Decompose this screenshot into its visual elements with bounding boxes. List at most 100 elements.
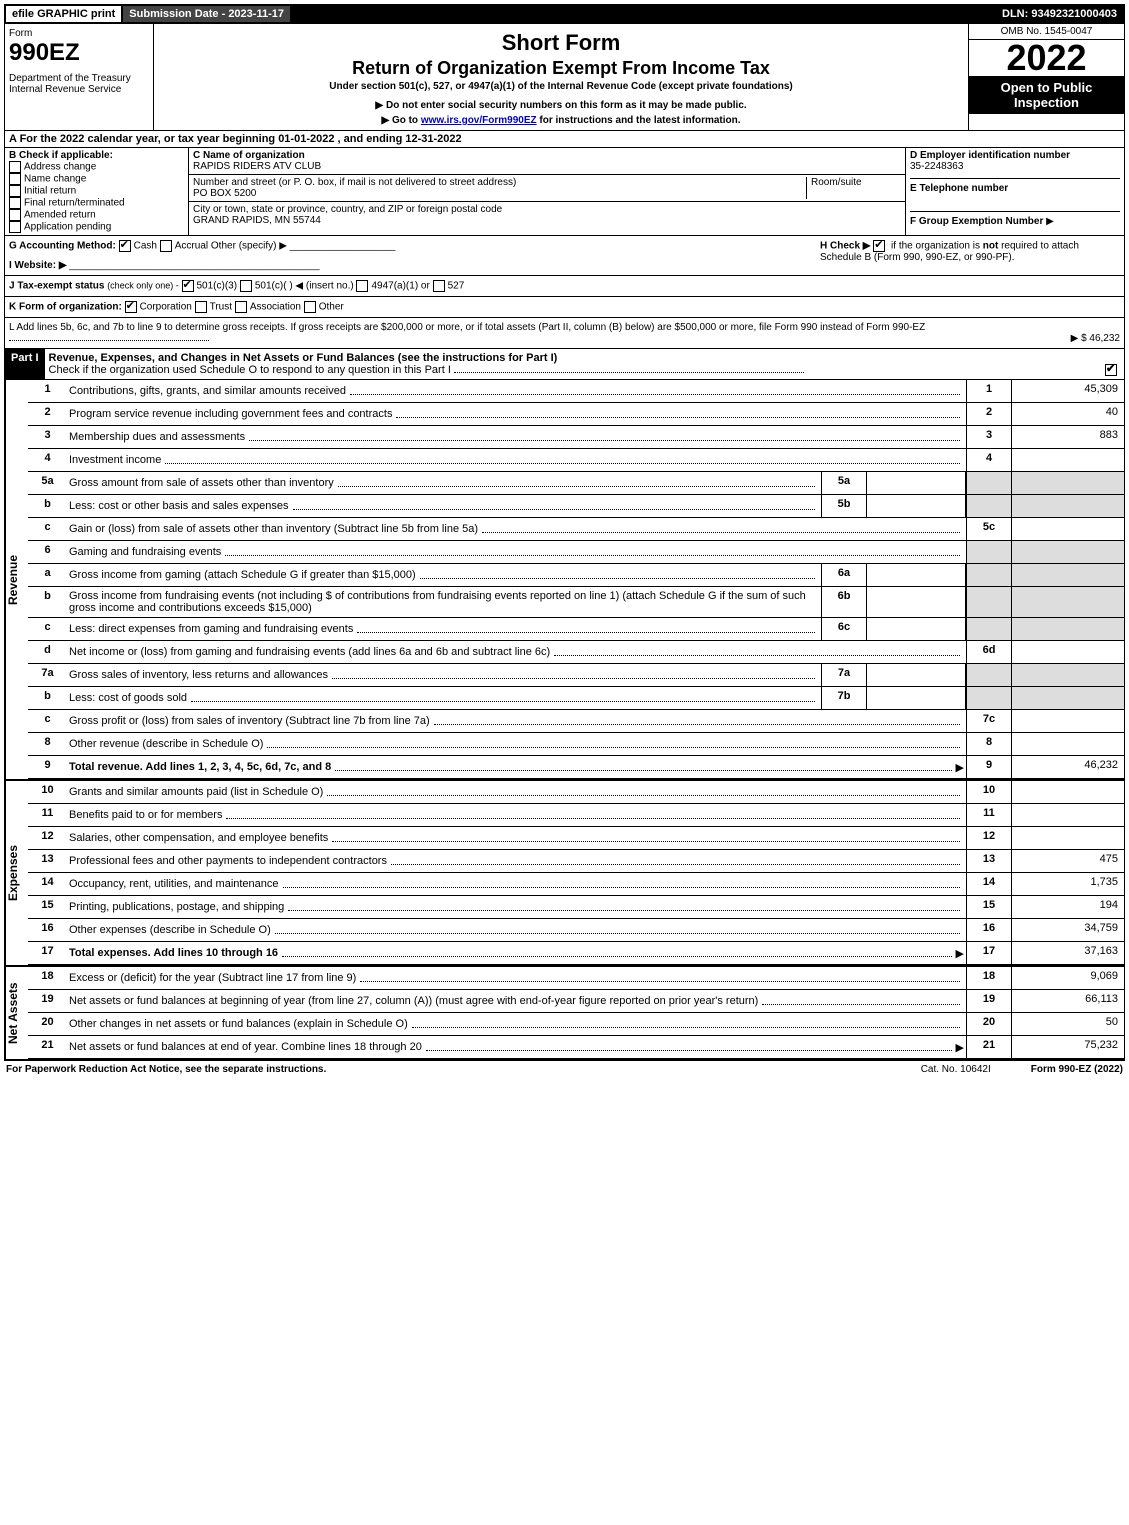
- mid-value: [867, 587, 966, 617]
- right-line-number: 11: [966, 804, 1011, 826]
- revenue-section: Revenue 1Contributions, gifts, grants, a…: [4, 380, 1125, 779]
- tax-year: 2022: [969, 40, 1124, 76]
- line-number: 3: [28, 426, 67, 448]
- right-line-number: 14: [966, 873, 1011, 895]
- mid-value: [867, 687, 966, 709]
- right-line-number: 8: [966, 733, 1011, 755]
- mid-value: [867, 618, 966, 640]
- line-description: Net assets or fund balances at beginning…: [67, 990, 966, 1012]
- right-line-number: 2: [966, 403, 1011, 425]
- line-description: Salaries, other compensation, and employ…: [67, 827, 966, 849]
- right-val-shade: [1011, 495, 1124, 517]
- short-form-title: Short Form: [158, 30, 964, 56]
- line-description: Other revenue (describe in Schedule O): [67, 733, 966, 755]
- form-header: Form 990EZ Department of the Treasury In…: [4, 24, 1125, 131]
- line-number: 1: [28, 380, 67, 402]
- right-line-number: 17: [966, 942, 1011, 964]
- cash-checkbox[interactable]: [119, 240, 131, 252]
- trust-checkbox[interactable]: [195, 301, 207, 313]
- row-l-gross-receipts: L Add lines 5b, 6c, and 7b to line 9 to …: [4, 318, 1125, 349]
- line-description: Printing, publications, postage, and shi…: [67, 896, 966, 918]
- form-title-block: Short Form Return of Organization Exempt…: [154, 24, 968, 130]
- line-value: [1011, 449, 1124, 471]
- name-change-checkbox[interactable]: [9, 173, 21, 185]
- right-line-number: 10: [966, 781, 1011, 803]
- form-line-15: 15Printing, publications, postage, and s…: [28, 896, 1124, 919]
- line-value: 45,309: [1011, 380, 1124, 402]
- right-line-number: 13: [966, 850, 1011, 872]
- line-number: 12: [28, 827, 67, 849]
- form-line-10: 10Grants and similar amounts paid (list …: [28, 781, 1124, 804]
- irs-link[interactable]: www.irs.gov/Form990EZ: [421, 115, 537, 126]
- form-line-12: 12Salaries, other compensation, and empl…: [28, 827, 1124, 850]
- line-number: 16: [28, 919, 67, 941]
- initial-return-checkbox[interactable]: [9, 185, 21, 197]
- form-line-17: 17Total expenses. Add lines 10 through 1…: [28, 942, 1124, 965]
- accrual-checkbox[interactable]: [160, 240, 172, 252]
- ssn-warning: Do not enter social security numbers on …: [158, 100, 964, 111]
- form-id-block: Form 990EZ Department of the Treasury In…: [5, 24, 154, 130]
- line-number: c: [28, 518, 67, 540]
- right-num-shade: [966, 664, 1011, 686]
- 501c-checkbox[interactable]: [240, 280, 252, 292]
- line-description: Gross profit or (loss) from sales of inv…: [67, 710, 966, 732]
- line-number: 10: [28, 781, 67, 803]
- other-org-checkbox[interactable]: [304, 301, 316, 313]
- line-value: 66,113: [1011, 990, 1124, 1012]
- form-line-b: bLess: cost or other basis and sales exp…: [28, 495, 1124, 518]
- form-line-d: dNet income or (loss) from gaming and fu…: [28, 641, 1124, 664]
- form-line-21: 21Net assets or fund balances at end of …: [28, 1036, 1124, 1059]
- 527-checkbox[interactable]: [433, 280, 445, 292]
- form-line-3: 3Membership dues and assessments3883: [28, 426, 1124, 449]
- form-label: Form: [9, 28, 149, 39]
- 501c3-checkbox[interactable]: [182, 280, 194, 292]
- paperwork-notice: For Paperwork Reduction Act Notice, see …: [6, 1064, 881, 1075]
- form-line-1: 1Contributions, gifts, grants, and simil…: [28, 380, 1124, 403]
- line-description: Gross amount from sale of assets other t…: [67, 472, 821, 494]
- line-description: Gross sales of inventory, less returns a…: [67, 664, 821, 686]
- expenses-section: Expenses 10Grants and similar amounts pa…: [4, 779, 1125, 965]
- right-line-number: 18: [966, 967, 1011, 989]
- line-value: 37,163: [1011, 942, 1124, 964]
- form-line-16: 16Other expenses (describe in Schedule O…: [28, 919, 1124, 942]
- line-number: c: [28, 618, 67, 640]
- form-line-b: bGross income from fundraising events (n…: [28, 587, 1124, 618]
- line-description: Investment income: [67, 449, 966, 471]
- section-c-name-address: C Name of organization RAPIDS RIDERS ATV…: [189, 148, 906, 235]
- schedule-b-checkbox[interactable]: [873, 240, 885, 252]
- mid-value: [867, 472, 966, 494]
- right-val-shade: [1011, 564, 1124, 586]
- form-line-c: cGross profit or (loss) from sales of in…: [28, 710, 1124, 733]
- line-description: Other expenses (describe in Schedule O): [67, 919, 966, 941]
- form-line-4: 4Investment income4: [28, 449, 1124, 472]
- 4947-checkbox[interactable]: [356, 280, 368, 292]
- line-description: Excess or (deficit) for the year (Subtra…: [67, 967, 966, 989]
- form-line-7a: 7aGross sales of inventory, less returns…: [28, 664, 1124, 687]
- amended-return-checkbox[interactable]: [9, 209, 21, 221]
- mid-line-number: 6b: [821, 587, 867, 617]
- inspection-badge: Open to Public Inspection: [969, 76, 1124, 114]
- final-return-checkbox[interactable]: [9, 197, 21, 209]
- line-number: 11: [28, 804, 67, 826]
- address-change-checkbox[interactable]: [9, 161, 21, 173]
- efile-print-label[interactable]: efile GRAPHIC print: [6, 6, 123, 22]
- section-b-checkboxes: B Check if applicable: Address change Na…: [5, 148, 189, 235]
- instructions-link-row: ▶ Go to www.irs.gov/Form990EZ for instru…: [158, 115, 964, 126]
- part1-title: Revenue, Expenses, and Changes in Net As…: [45, 349, 1124, 379]
- right-line-number: 9: [966, 756, 1011, 778]
- corporation-checkbox[interactable]: [125, 301, 137, 313]
- line-description: Gross income from gaming (attach Schedul…: [67, 564, 821, 586]
- mid-value: [867, 495, 966, 517]
- line-description: Membership dues and assessments: [67, 426, 966, 448]
- association-checkbox[interactable]: [235, 301, 247, 313]
- schedule-o-checkbox[interactable]: [1105, 364, 1117, 376]
- org-city: GRAND RAPIDS, MN 55744: [193, 215, 321, 226]
- right-num-shade: [966, 618, 1011, 640]
- application-pending-checkbox[interactable]: [9, 221, 21, 233]
- form-line-5a: 5aGross amount from sale of assets other…: [28, 472, 1124, 495]
- line-description: Gross income from fundraising events (no…: [67, 587, 821, 617]
- line-value: [1011, 710, 1124, 732]
- line-number: 21: [28, 1036, 67, 1058]
- right-line-number: 19: [966, 990, 1011, 1012]
- form-line-14: 14Occupancy, rent, utilities, and mainte…: [28, 873, 1124, 896]
